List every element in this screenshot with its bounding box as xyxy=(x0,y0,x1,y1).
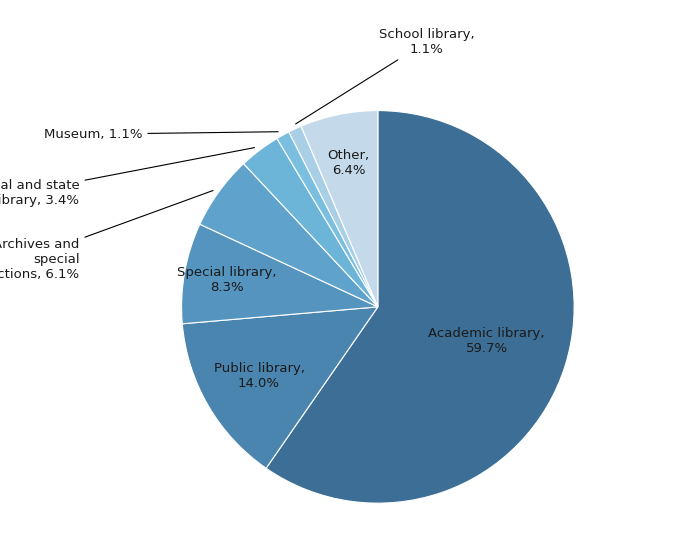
Text: Special library,
8.3%: Special library, 8.3% xyxy=(177,267,277,294)
Wedge shape xyxy=(181,224,378,324)
Text: National and state
library, 3.4%: National and state library, 3.4% xyxy=(0,147,254,207)
Wedge shape xyxy=(200,164,378,307)
Text: Other,
6.4%: Other, 6.4% xyxy=(328,149,370,177)
Wedge shape xyxy=(301,110,378,307)
Wedge shape xyxy=(182,307,378,468)
Wedge shape xyxy=(277,132,378,307)
Text: Museum, 1.1%: Museum, 1.1% xyxy=(44,128,278,141)
Text: School library,
1.1%: School library, 1.1% xyxy=(295,28,475,124)
Text: Public library,
14.0%: Public library, 14.0% xyxy=(214,362,304,390)
Wedge shape xyxy=(244,139,378,307)
Wedge shape xyxy=(266,110,574,503)
Text: Academic library,
59.7%: Academic library, 59.7% xyxy=(428,327,545,355)
Wedge shape xyxy=(289,126,378,307)
Text: Archives and
special
collections, 6.1%: Archives and special collections, 6.1% xyxy=(0,190,213,281)
